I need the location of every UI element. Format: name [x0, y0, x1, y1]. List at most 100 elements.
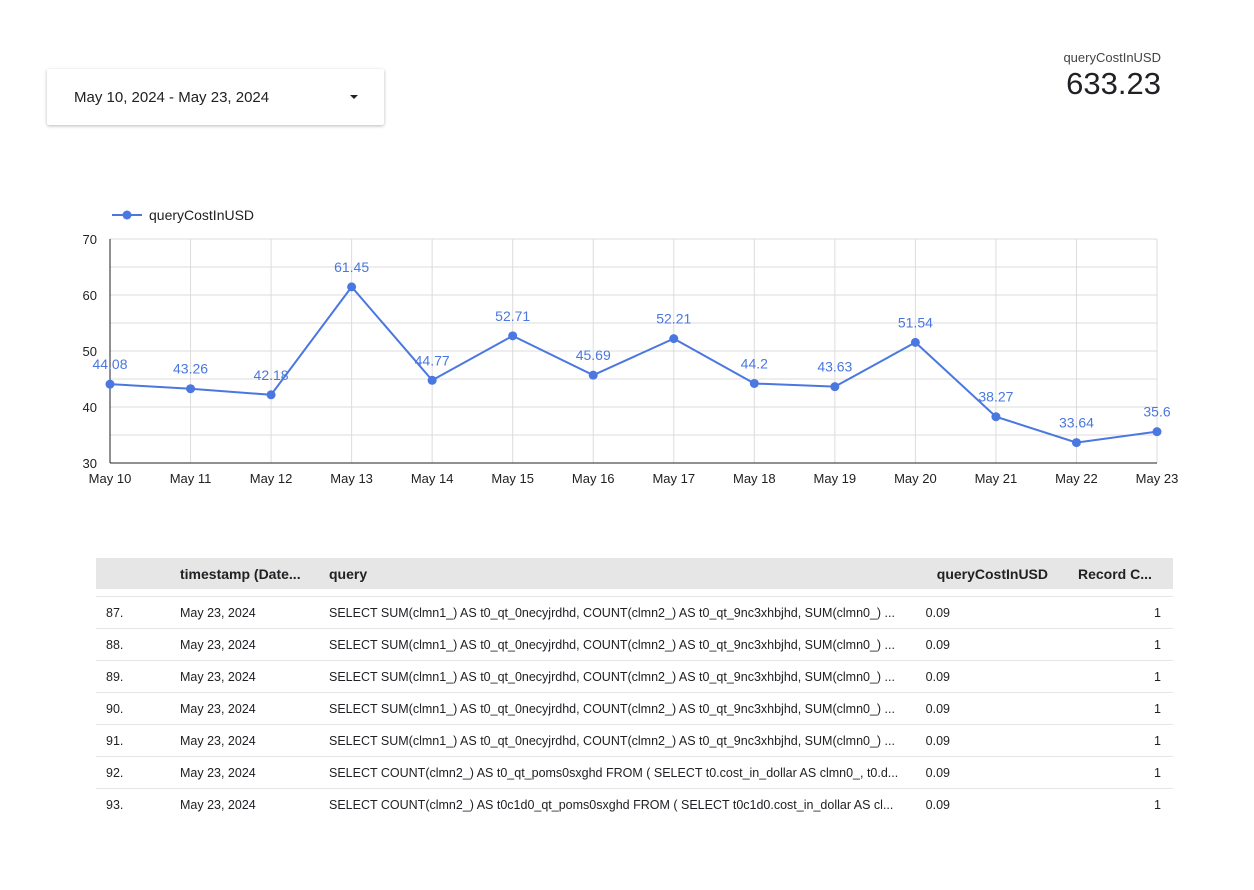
row-timestamp: May 23, 2024 [180, 797, 256, 812]
y-tick-label: 70 [83, 232, 97, 247]
x-tick-label: May 12 [250, 471, 293, 486]
series-line [109, 285, 1158, 444]
row-query: SELECT SUM(clmn1_) AS t0_qt_0necyjrdhd, … [329, 605, 895, 620]
x-tick-label: May 19 [814, 471, 857, 486]
x-tick-label: May 11 [170, 471, 212, 486]
row-cost: 0.09 [925, 765, 950, 780]
legend-marker [122, 210, 132, 220]
row-index: 90. [106, 701, 124, 716]
data-label: 45.69 [576, 347, 611, 363]
header-timestamp[interactable]: timestamp (Date... [180, 565, 301, 582]
date-range-picker[interactable]: May 10, 2024 - May 23, 2024 [47, 69, 384, 125]
row-record-count: 1 [1154, 733, 1161, 748]
data-point [427, 375, 437, 385]
table-row[interactable]: 91. May 23, 2024 SELECT SUM(clmn1_) AS t0_… [96, 725, 1173, 757]
data-point [669, 334, 679, 344]
chevron-down-icon[interactable] [350, 95, 358, 99]
data-label: 51.54 [898, 314, 933, 330]
row-cost: 0.09 [925, 669, 950, 684]
x-tick-label: May 16 [572, 471, 615, 486]
row-record-count: 1 [1154, 797, 1161, 812]
scorecard-label: queryCostInUSD [1063, 50, 1161, 65]
row-index: 88. [106, 637, 124, 652]
row-cost: 0.09 [925, 637, 950, 652]
row-index: 89. [106, 669, 124, 684]
x-tick-label: May 14 [411, 471, 454, 486]
table-body: 87. May 23, 2024 SELECT SUM(clmn1_) AS t0_… [96, 597, 1173, 820]
x-tick-label: May 23 [1136, 471, 1179, 486]
data-point [266, 390, 276, 400]
table-row[interactable]: 87. May 23, 2024 SELECT SUM(clmn1_) AS t0_… [96, 597, 1173, 629]
row-cost: 0.09 [925, 733, 950, 748]
data-label: 52.71 [495, 308, 530, 324]
x-tick-label: May 17 [652, 471, 695, 486]
data-label: 38.27 [978, 389, 1013, 405]
row-record-count: 1 [1154, 765, 1161, 780]
scorecard: queryCostInUSD 633.23 [1063, 50, 1161, 102]
row-timestamp: May 23, 2024 [180, 669, 256, 684]
header-cost[interactable]: queryCostInUSD [936, 565, 1048, 582]
x-tick-label: May 10 [89, 471, 132, 486]
row-timestamp: May 23, 2024 [180, 733, 256, 748]
row-query: SELECT COUNT(clmn2_) AS t0_qt_poms0sxghd… [329, 765, 899, 780]
data-label: 61.45 [334, 259, 369, 275]
row-cost: 0.09 [925, 605, 950, 620]
scorecard-value: 633.23 [1066, 66, 1161, 101]
row-timestamp: May 23, 2024 [180, 701, 256, 716]
x-tick-label: May 21 [975, 471, 1018, 486]
row-query: SELECT SUM(clmn1_) AS t0_qt_0necyjrdhd, … [329, 637, 895, 652]
row-query: SELECT SUM(clmn1_) AS t0_qt_0necyjrdhd, … [329, 669, 895, 684]
table-row[interactable]: 92. May 23, 2024 SELECT COUNT(clmn2_) AS t… [96, 757, 1173, 789]
y-tick-label: 50 [83, 344, 97, 359]
table-header: timestamp (Date... query queryCostInUSD … [96, 558, 1173, 589]
date-range-label: May 10, 2024 - May 23, 2024 [74, 88, 270, 106]
data-point [508, 331, 518, 341]
line-chart: 30 40 50 60 70 May 10 May 11 May 12 May 13 May 14… [83, 207, 1179, 486]
row-record-count: 1 [1154, 637, 1161, 652]
data-point [830, 382, 840, 392]
legend-label: queryCostInUSD [149, 207, 254, 223]
y-tick-label: 40 [83, 400, 97, 415]
x-tick-label: May 22 [1055, 471, 1098, 486]
data-label: 42.18 [254, 367, 289, 383]
row-index: 93. [106, 797, 124, 812]
x-tick-label: May 20 [894, 471, 937, 486]
row-query: SELECT COUNT(clmn2_) AS t0c1d0_qt_poms0s… [329, 797, 894, 812]
data-label: 33.64 [1059, 415, 1094, 431]
x-tick-label: May 13 [330, 471, 373, 486]
y-tick-label: 60 [83, 288, 97, 303]
table-row[interactable]: 89. May 23, 2024 SELECT SUM(clmn1_) AS t0_… [96, 661, 1173, 693]
data-table: timestamp (Date... query queryCostInUSD … [96, 558, 1173, 820]
row-timestamp: May 23, 2024 [180, 765, 256, 780]
table-row[interactable]: 90. May 23, 2024 SELECT SUM(clmn1_) AS t0_… [96, 693, 1173, 725]
header-query[interactable]: query [329, 565, 368, 582]
header-record-count[interactable]: Record C... [1078, 565, 1152, 582]
data-label: 44.08 [92, 356, 127, 372]
data-point [1071, 438, 1081, 448]
row-record-count: 1 [1154, 669, 1161, 684]
row-query: SELECT SUM(clmn1_) AS t0_qt_0necyjrdhd, … [329, 733, 895, 748]
data-label: 52.21 [656, 311, 691, 327]
row-index: 91. [106, 733, 124, 748]
row-record-count: 1 [1154, 605, 1161, 620]
x-tick-label: May 18 [733, 471, 776, 486]
data-label: 44.77 [415, 352, 450, 368]
data-point [749, 378, 759, 388]
row-timestamp: May 23, 2024 [180, 605, 256, 620]
table-row[interactable]: 88. May 23, 2024 SELECT SUM(clmn1_) AS t0_… [96, 629, 1173, 661]
x-tick-label: May 15 [491, 471, 534, 486]
row-index: 87. [106, 605, 124, 620]
row-record-count: 1 [1154, 701, 1161, 716]
data-point [991, 412, 1001, 422]
data-label: 43.63 [817, 359, 852, 375]
data-point [588, 370, 598, 380]
row-cost: 0.09 [925, 797, 950, 812]
data-point [347, 282, 357, 292]
row-cost: 0.09 [925, 701, 950, 716]
row-timestamp: May 23, 2024 [180, 637, 256, 652]
row-query: SELECT SUM(clmn1_) AS t0_qt_0necyjrdhd, … [329, 701, 895, 716]
data-label: 43.26 [173, 361, 208, 377]
y-tick-label: 30 [83, 456, 97, 471]
table-row[interactable]: 93. May 23, 2024 SELECT COUNT(clmn2_) AS t… [96, 789, 1173, 820]
data-point [910, 337, 920, 347]
